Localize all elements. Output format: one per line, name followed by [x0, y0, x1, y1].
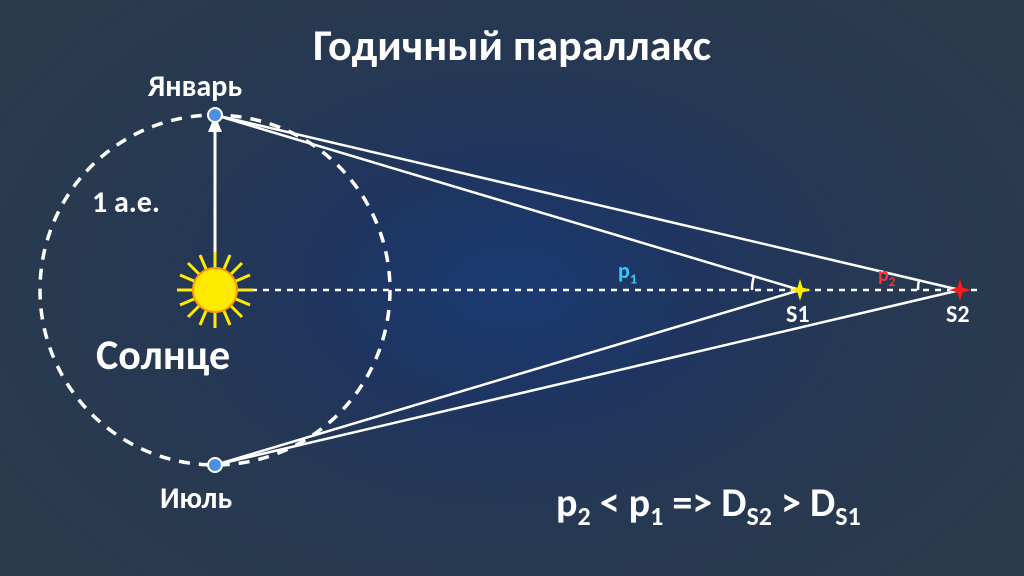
star-s1 — [789, 279, 811, 301]
sun-icon — [177, 252, 253, 328]
arc-p1 — [752, 276, 754, 290]
label-p2: p2 — [878, 263, 895, 290]
line-jul-s1 — [215, 290, 800, 465]
label-au: 1 а.е. — [92, 184, 160, 221]
line-jul-s2 — [215, 290, 960, 465]
formula: p2 < p1 => DS2 > DS1 — [556, 478, 861, 532]
line-jan-s2 — [215, 115, 960, 290]
title: Годичный параллакс — [0, 18, 1024, 72]
star-s2 — [949, 279, 971, 301]
line-jan-s1 — [215, 115, 800, 290]
label-s2: S2 — [946, 300, 970, 329]
label-january: Январь — [148, 68, 242, 105]
label-p1: p1 — [618, 257, 637, 287]
earth-january — [208, 108, 222, 122]
label-s1: S1 — [786, 300, 810, 329]
label-sun: Солнце — [96, 330, 230, 381]
label-july: Июль — [160, 480, 232, 517]
earth-july — [208, 458, 222, 472]
arc-p2 — [918, 280, 919, 290]
